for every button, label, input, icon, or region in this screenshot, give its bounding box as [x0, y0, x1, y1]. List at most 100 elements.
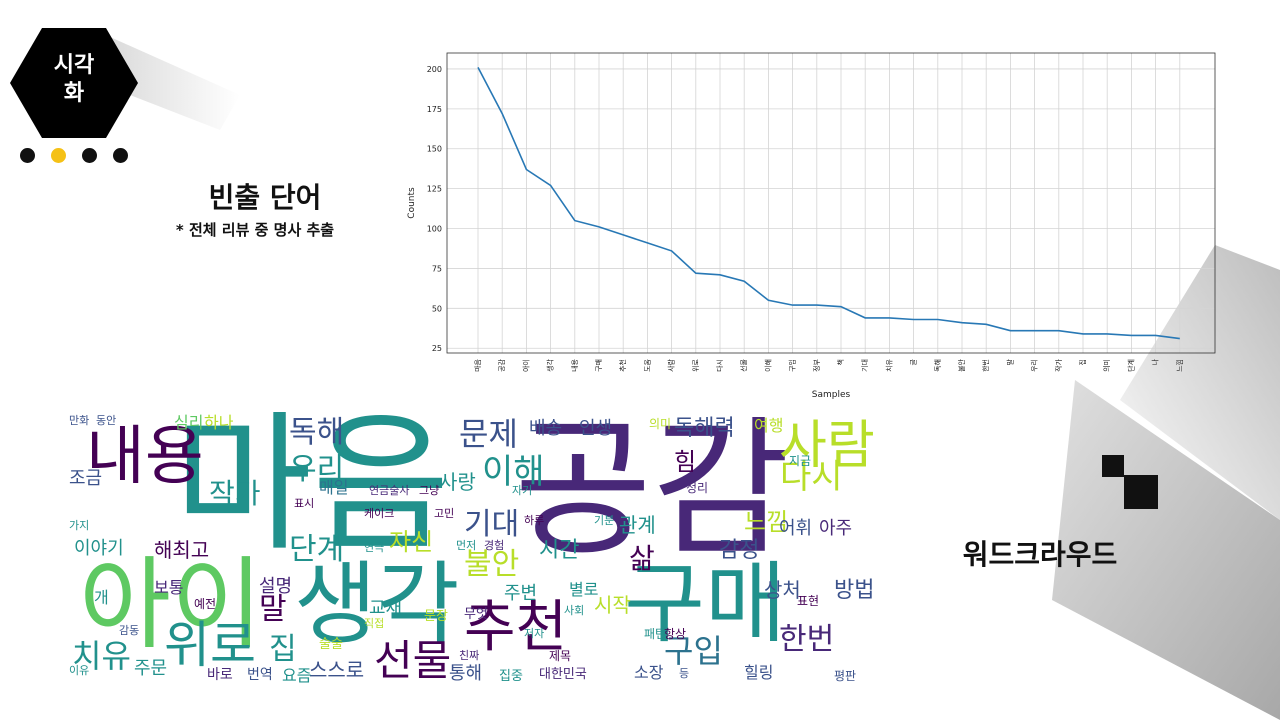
- wordcloud-word: 표현: [797, 594, 820, 608]
- y-tick-label: 50: [432, 304, 442, 313]
- wordcloud-word: 그냥: [419, 484, 440, 497]
- wordcloud-word: 스스로: [309, 658, 365, 682]
- wordcloud-word: 작가: [209, 477, 261, 510]
- wordcloud-word: 만화: [69, 414, 90, 427]
- wordcloud-word: 표시: [294, 497, 315, 510]
- y-tick-label: 150: [427, 145, 442, 154]
- pixel-squares-icon: [1102, 455, 1158, 509]
- wordcloud-word: 연극: [364, 541, 385, 554]
- wordcloud-word: 의미: [649, 417, 672, 431]
- wordcloud-word: 예전: [194, 597, 217, 611]
- wordcloud-word: 번역: [247, 667, 273, 683]
- plot-frame: [446, 52, 1216, 354]
- wordcloud-word: 위로: [164, 616, 256, 674]
- wordcloud-word: 감정: [719, 538, 760, 563]
- y-tick-label: 75: [432, 264, 442, 273]
- wordcloud-word: 하나: [204, 413, 234, 432]
- wordcloud-word: 방법: [834, 578, 875, 603]
- x-tick-label: 정부: [812, 358, 821, 371]
- x-tick-label: 공감: [498, 358, 506, 371]
- x-tick-label: 불안: [957, 358, 966, 371]
- x-tick-label: 도움: [643, 358, 651, 371]
- wordcloud-word: 아이: [79, 546, 263, 663]
- wordcloud-word: 힘: [674, 448, 697, 476]
- wordcloud-word: 심리: [174, 413, 204, 432]
- x-tick-label: 이해: [763, 359, 772, 372]
- hexagon-shape: [10, 28, 138, 138]
- wordcloud-word: 저자: [524, 627, 545, 640]
- wordcloud-word: 공감: [514, 410, 791, 577]
- wordcloud-word: 지금: [789, 454, 812, 468]
- wordcloud-word: 선물: [374, 636, 452, 685]
- wordcloud-word: 설명: [259, 576, 293, 597]
- wordcloud-word: 기대: [464, 507, 520, 542]
- x-tick-label: 사람: [667, 358, 676, 371]
- wordcloud-word: 소장: [634, 663, 664, 682]
- wordcloud-word: 이해: [482, 452, 545, 492]
- wordcloud-word: 해최고: [154, 538, 210, 562]
- x-tick-label: 치유: [884, 358, 893, 371]
- x-tick-label: 단계: [1126, 359, 1135, 372]
- section-title: 빈출 단어: [208, 181, 322, 214]
- wordcloud-word: 술술: [319, 637, 343, 652]
- wordcloud-word: 매일: [319, 478, 349, 497]
- wordcloud-word: 기분: [594, 514, 615, 527]
- wordcloud-word: 다시: [780, 457, 843, 497]
- wordcloud-word: 치유: [72, 637, 131, 675]
- wordcloud-word: 개: [94, 588, 109, 607]
- x-tick-label: 의미: [1102, 359, 1111, 372]
- wordcloud-word: 생각: [294, 552, 460, 657]
- x-tick-label: 마음: [473, 358, 482, 371]
- wordcloud-word: 내용: [86, 420, 204, 494]
- wordcloud-word: 불안: [464, 547, 520, 582]
- wordcloud-word: 시간: [539, 538, 580, 563]
- y-tick-label: 125: [427, 185, 442, 194]
- x-tick-label: 작가: [1054, 358, 1063, 371]
- wordcloud-word: 추천: [464, 595, 568, 660]
- wordcloud-word: 자신: [389, 528, 434, 556]
- wordcloud-word: 먼저: [456, 539, 477, 552]
- wordcloud-word: 연금술사: [369, 484, 410, 497]
- wordcloud-word: 주변: [504, 583, 538, 604]
- wordcloud-word: 문제: [459, 415, 518, 453]
- wordcloud-title: 워드크라우드: [962, 538, 1118, 571]
- x-axis-label: Samples: [812, 390, 851, 400]
- wordcloud-word: 평판: [834, 669, 857, 683]
- x-tick-label: 추천: [618, 359, 627, 372]
- wordcloud-word: 감동: [119, 624, 140, 637]
- progress-dot: [20, 148, 35, 163]
- wordcloud-word: 친짜: [459, 649, 480, 662]
- wordcloud-word: 이유: [69, 664, 90, 677]
- wordcloud-word: 대한민국: [539, 667, 587, 682]
- x-tick-label: 위로: [692, 358, 700, 371]
- wordcloud-word: 조금: [69, 468, 103, 489]
- wordcloud-word: 우리: [289, 452, 345, 487]
- badge-label: 시각 화: [53, 53, 95, 106]
- wordcloud-word: 경험: [484, 539, 505, 552]
- progress-dot: [82, 148, 97, 163]
- wordcloud-word: 항상: [664, 627, 687, 641]
- progress-dot-active: [51, 148, 66, 163]
- wordcloud-word: 배송: [529, 418, 563, 439]
- wordcloud-word: 가지: [69, 519, 90, 532]
- section-subtitle: * 전체 리뷰 중 명사 추출: [175, 221, 335, 239]
- wordcloud-word: 독해력: [674, 416, 735, 441]
- wordcloud-word: 말: [259, 592, 287, 627]
- y-axis-ticks: 25 50 75 100 125 150 175 200: [427, 65, 442, 353]
- x-tick-label: 기대: [860, 359, 869, 372]
- frequency-line-chart: 25 50 75 100 125 150 175 200 마음 공감 아이 생각 내용 구매 추천 도움 사람…: [407, 52, 1216, 400]
- wordcloud-word: 마음: [174, 410, 451, 572]
- x-axis-ticks: 마음 공감 아이 생각 내용 구매 추천 도움 사람 위로 다시 선물 이해 구입 정부 책 기대 치유 글 독해 불안…: [473, 358, 1184, 371]
- wordcloud-word: 문장: [424, 609, 448, 624]
- wordcloud-word: 관계: [619, 513, 656, 537]
- x-tick-label: 느낌: [1176, 359, 1184, 372]
- wordcloud-word: 통해: [449, 663, 483, 684]
- x-tick-label: 아이: [521, 359, 530, 372]
- wordcloud-word: 집: [269, 632, 297, 667]
- wordcloud-word: 구입: [664, 632, 723, 670]
- y-tick-label: 25: [432, 344, 442, 353]
- wordcloud-word: 사회: [564, 604, 585, 617]
- wordcloud-word: 별로: [569, 580, 599, 599]
- x-tick-label: 우리: [1030, 359, 1039, 372]
- wordcloud-word: 삶: [629, 542, 655, 575]
